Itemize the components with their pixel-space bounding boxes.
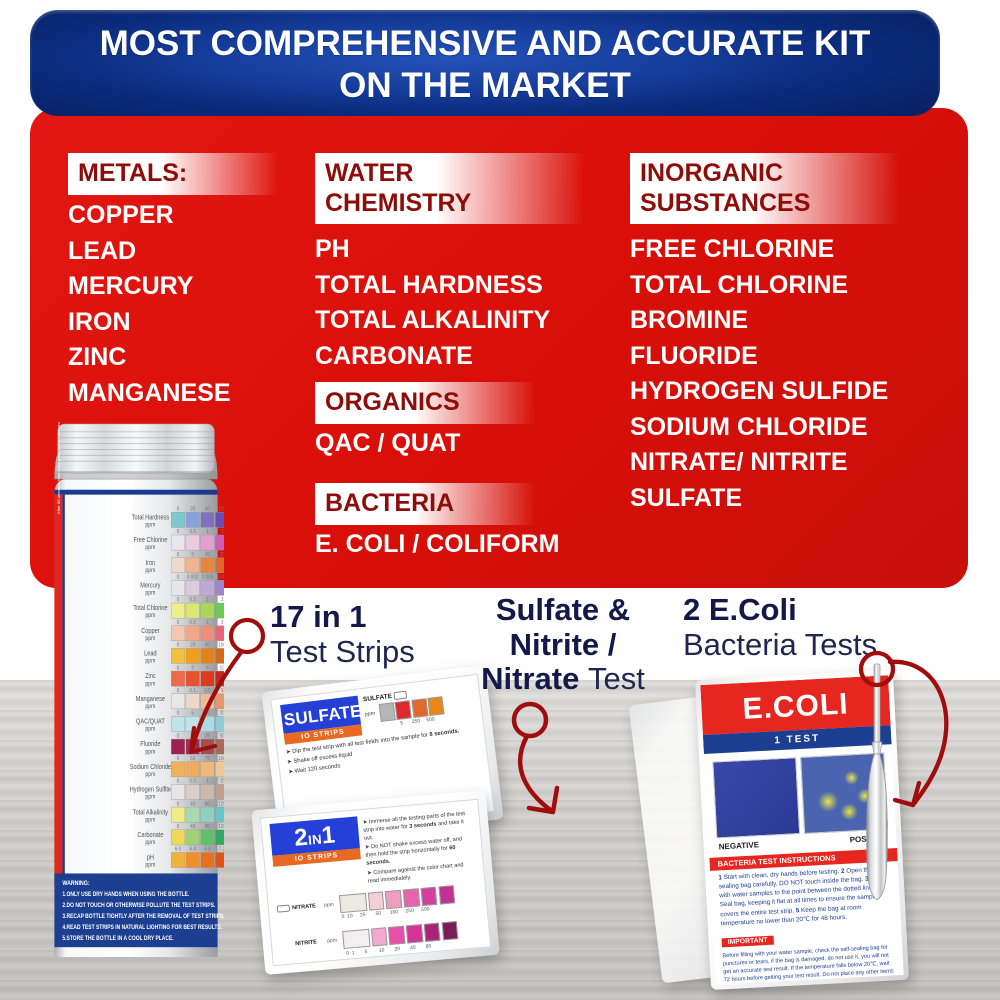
svg-text:ppm: ppm <box>145 726 155 733</box>
svg-text:20: 20 <box>190 642 195 649</box>
svg-text:0.005: 0.005 <box>202 574 214 581</box>
svg-text:pH: pH <box>147 854 154 862</box>
svg-text:0: 0 <box>177 529 180 536</box>
svg-text:2: 2 <box>191 665 194 672</box>
svg-text:50: 50 <box>190 756 195 763</box>
svg-text:0: 0 <box>177 574 180 581</box>
svg-text:1.ONLY USE DRY HANDS WHEN USIN: 1.ONLY USE DRY HANDS WHEN USING THE BOTT… <box>62 892 189 899</box>
svg-text:Fluoride: Fluoride <box>140 741 161 749</box>
svg-text:6.4: 6.4 <box>189 846 196 853</box>
svg-text:ppm: ppm <box>145 840 155 847</box>
svg-text:1: 1 <box>221 529 224 536</box>
svg-text:Lead: Lead <box>144 650 157 658</box>
svg-text:ppm: ppm <box>145 636 155 643</box>
svg-text:5: 5 <box>191 710 194 717</box>
svg-text:ppm: ppm <box>145 568 155 575</box>
svg-text:ppm: ppm <box>145 817 155 824</box>
svg-text:Mercury: Mercury <box>140 582 161 590</box>
svg-text:Total Alkalinity: Total Alkalinity <box>133 809 169 817</box>
svg-text:3.RECAP BOTTLE TIGHTLY AFTER T: 3.RECAP BOTTLE TIGHTLY AFTER THE REMOVAL… <box>62 914 224 921</box>
svg-text:0.1: 0.1 <box>189 688 196 695</box>
svg-text:0: 0 <box>177 620 180 627</box>
svg-text:QAC/QUAT: QAC/QUAT <box>136 718 165 726</box>
svg-text:75: 75 <box>205 756 210 763</box>
svg-text:ppm: ppm <box>145 862 155 869</box>
svg-text:ppm: ppm <box>145 681 155 688</box>
svg-text:120: 120 <box>218 506 224 513</box>
svg-text:ppm: ppm <box>145 794 155 801</box>
svg-text:Carbonate: Carbonate <box>137 831 164 839</box>
svg-text:0.5: 0.5 <box>189 620 196 627</box>
svg-text:5: 5 <box>191 552 194 559</box>
svg-text:0: 0 <box>177 506 180 513</box>
svg-text:1: 1 <box>206 778 209 785</box>
svg-text:25: 25 <box>190 506 195 513</box>
svg-text:ppm: ppm <box>145 749 155 756</box>
svg-text:0: 0 <box>177 642 180 649</box>
svg-text:25: 25 <box>205 733 210 740</box>
svg-text:Free Chlorine: Free Chlorine <box>133 537 167 545</box>
svg-text:6.0: 6.0 <box>175 846 182 853</box>
svg-text:Hydrogen Sulfite: Hydrogen Sulfite <box>130 786 172 794</box>
svg-text:50: 50 <box>205 506 210 513</box>
svg-text:0: 0 <box>177 710 180 717</box>
svg-text:25: 25 <box>220 552 224 559</box>
svg-text:1: 1 <box>206 597 209 604</box>
svg-text:Manganese: Manganese <box>136 695 166 703</box>
svg-text:ppm: ppm <box>145 613 155 620</box>
svg-text:0: 0 <box>177 756 180 763</box>
svg-text:0.01: 0.01 <box>218 574 224 581</box>
svg-text:0: 0 <box>177 552 180 559</box>
svg-text:Zinc: Zinc <box>145 673 156 681</box>
svg-text:40: 40 <box>190 824 195 831</box>
svg-text:5.STORE THE BOTTLE IN A COOL D: 5.STORE THE BOTTLE IN A COOL DRY PLACE. <box>62 936 174 943</box>
svg-text:1: 1 <box>206 620 209 627</box>
svg-text:ppm: ppm <box>145 545 155 552</box>
svg-text:ppm: ppm <box>145 772 155 779</box>
svg-text:Copper: Copper <box>141 627 159 635</box>
svg-text:Iron: Iron <box>146 559 156 567</box>
svg-text:Total Hardness: Total Hardness <box>132 514 169 522</box>
svg-text:ppm: ppm <box>145 522 155 529</box>
svg-text:0: 0 <box>177 778 180 785</box>
svg-text:0: 0 <box>177 824 180 831</box>
svg-text:After 60 seconds take color pa: After 60 seconds take color pads to the … <box>56 422 60 514</box>
svg-text:0: 0 <box>177 733 180 740</box>
svg-text:10: 10 <box>205 552 210 559</box>
svg-text:0.5: 0.5 <box>204 688 211 695</box>
svg-text:ppm: ppm <box>145 658 155 665</box>
svg-text:ppm: ppm <box>145 590 155 597</box>
svg-text:WARNING:: WARNING: <box>62 881 89 888</box>
svg-text:0.5: 0.5 <box>189 529 196 536</box>
svg-text:1: 1 <box>206 529 209 536</box>
svg-text:0: 0 <box>177 665 180 672</box>
svg-text:4.READ TEST STRIPS IN NATURAL: 4.READ TEST STRIPS IN NATURAL LIGHTING F… <box>62 925 222 932</box>
svg-text:50: 50 <box>205 642 210 649</box>
svg-text:7.2: 7.2 <box>219 846 224 853</box>
svg-text:2.DO NOT TOUCH OR OTHERWISE PO: 2.DO NOT TOUCH OR OTHERWISE POLLUTE THE … <box>62 903 215 910</box>
svg-text:Total Chlorine: Total Chlorine <box>133 605 168 613</box>
svg-text:0: 0 <box>177 688 180 695</box>
svg-text:0.5: 0.5 <box>189 597 196 604</box>
svg-text:ppm: ppm <box>145 704 155 711</box>
svg-text:80: 80 <box>205 824 210 831</box>
svg-text:6.8: 6.8 <box>204 846 211 853</box>
svg-text:0: 0 <box>177 801 180 808</box>
svg-text:0: 0 <box>177 597 180 604</box>
svg-text:Sodium Chloride: Sodium Chloride <box>130 763 172 771</box>
svg-text:5: 5 <box>206 665 209 672</box>
svg-text:0.5: 0.5 <box>189 778 196 785</box>
svg-text:0.002: 0.002 <box>187 574 199 581</box>
svg-text:3: 3 <box>221 597 224 604</box>
svg-text:80: 80 <box>205 801 210 808</box>
svg-text:40: 40 <box>190 801 195 808</box>
